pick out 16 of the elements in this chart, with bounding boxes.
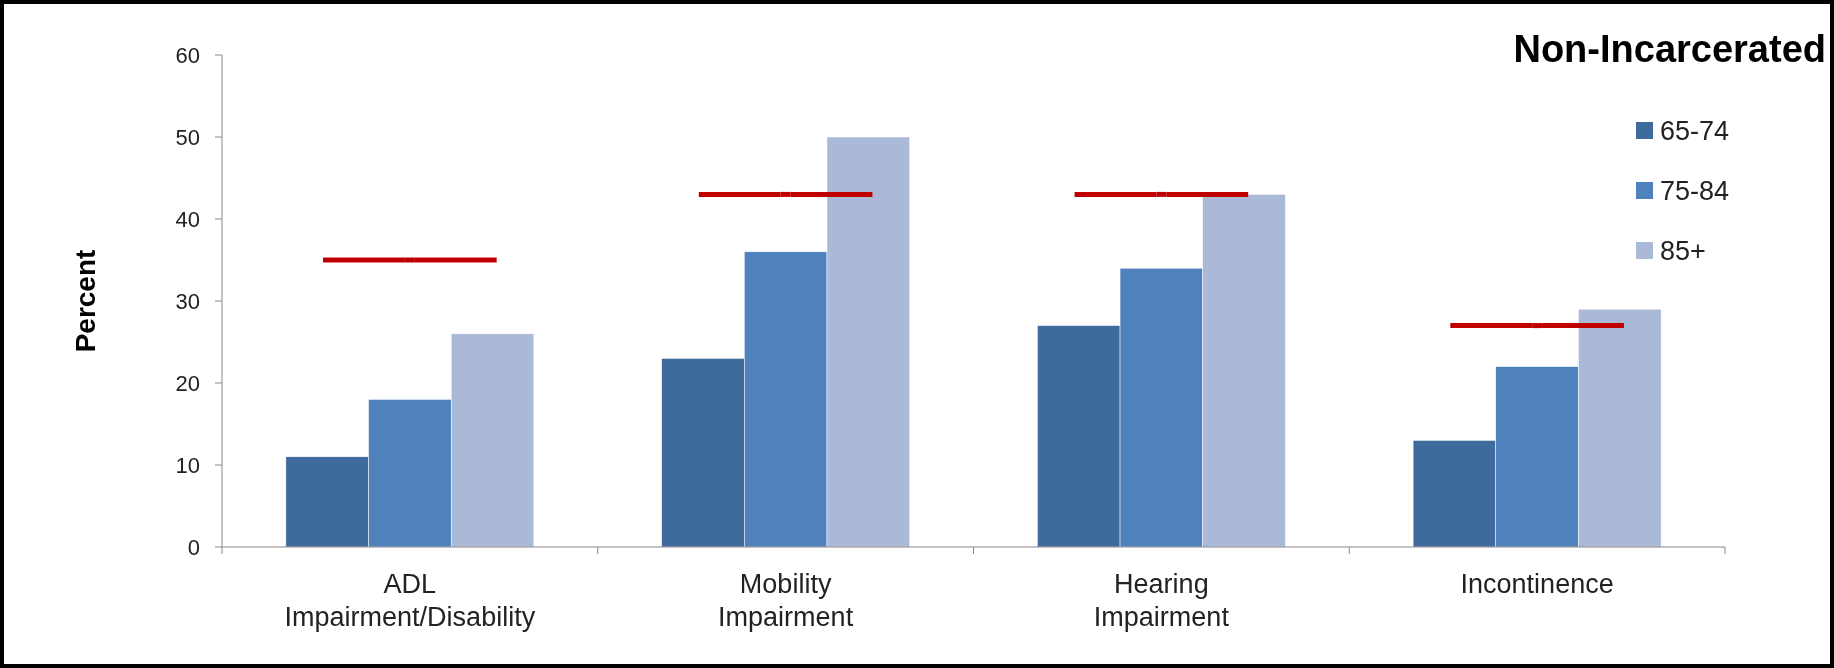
x-tick-label: Incontinence xyxy=(1460,569,1614,599)
y-tick-label: 50 xyxy=(175,124,200,150)
legend-label: 65-74 xyxy=(1660,116,1730,147)
y-tick-label: 60 xyxy=(175,42,200,68)
y-tick-label: 30 xyxy=(175,288,200,314)
y-tick-label: 20 xyxy=(175,370,200,396)
y-tick-label: 10 xyxy=(175,452,200,478)
chart-title: Non-Incarcerated xyxy=(1513,28,1826,70)
y-axis-title: Percent xyxy=(70,249,101,353)
y-tick-label: 40 xyxy=(175,206,200,232)
legend-label: 85+ xyxy=(1660,236,1706,267)
x-tick-label: Mobility Impairment xyxy=(718,569,854,632)
x-tick-label: ADL Impairment/Disability xyxy=(284,569,536,632)
legend-label: 75-84 xyxy=(1660,176,1730,207)
x-tick-label: Hearing Impairment xyxy=(1093,569,1230,632)
y-tick-label: 0 xyxy=(187,534,200,560)
